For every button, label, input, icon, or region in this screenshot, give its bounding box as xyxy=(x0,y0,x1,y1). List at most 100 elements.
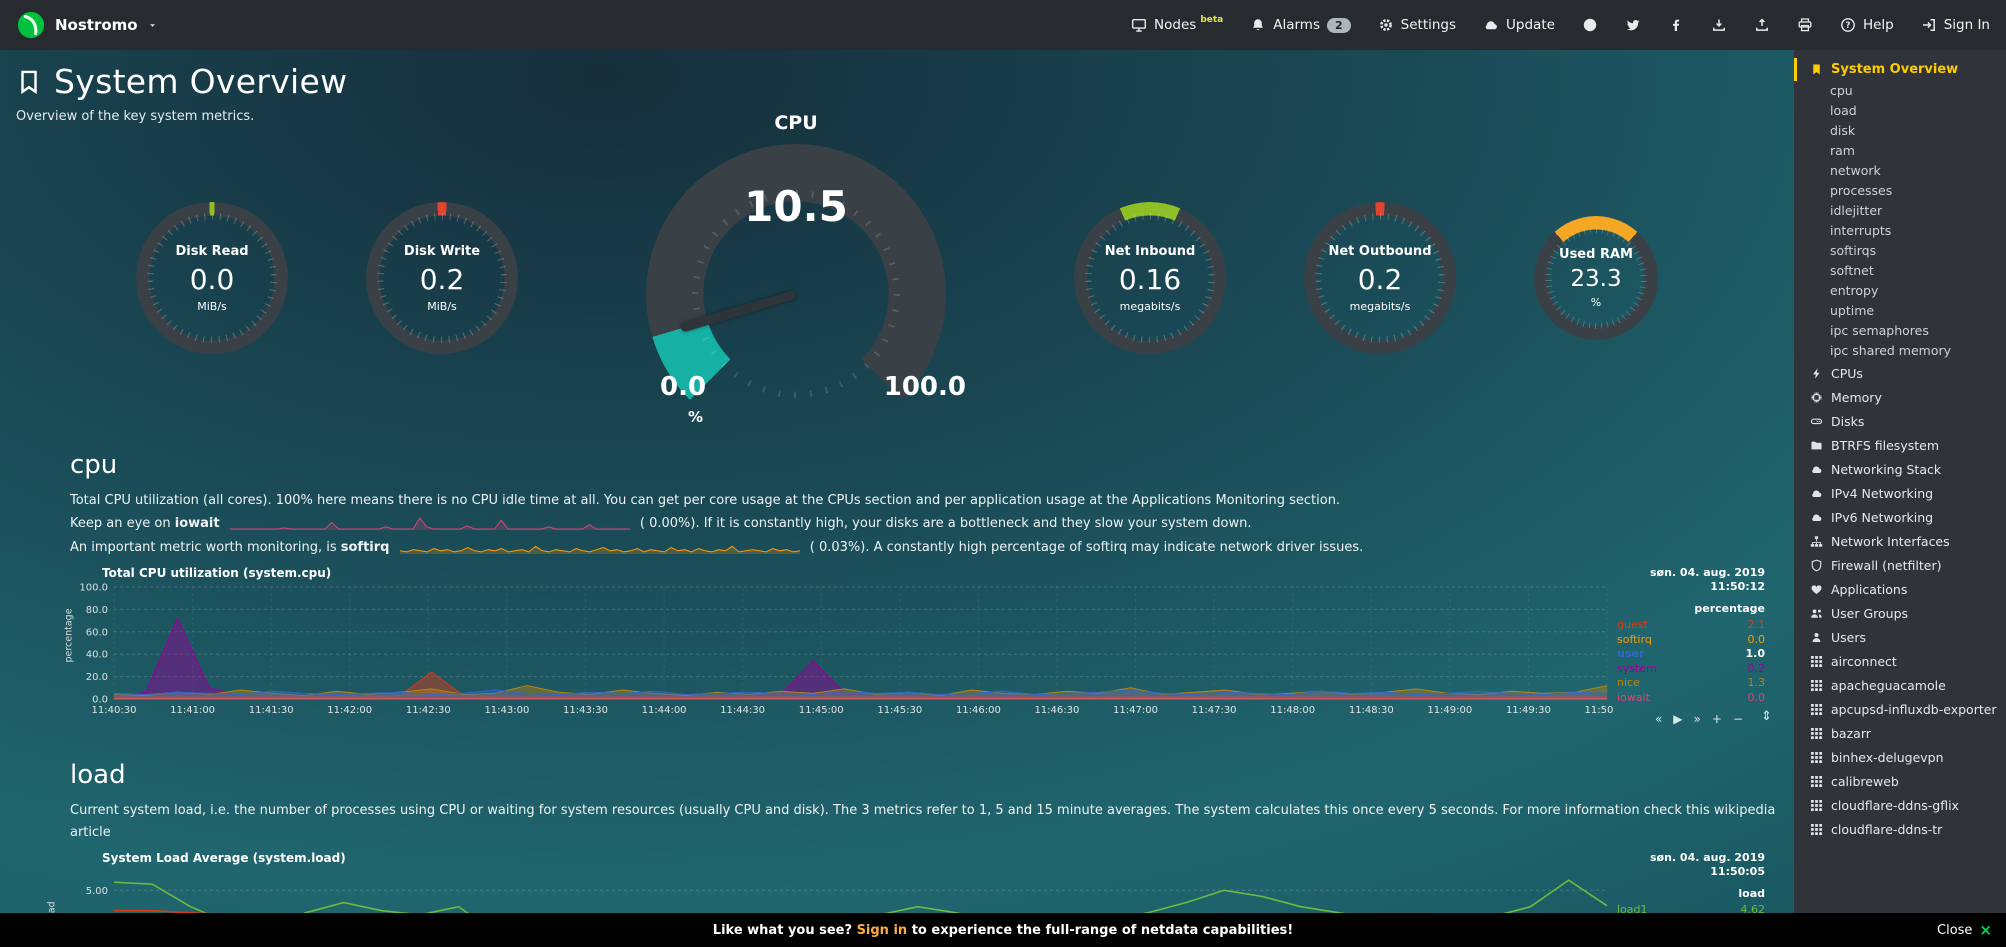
print-icon xyxy=(1797,17,1813,33)
cpu-gauge-max: 100.0 xyxy=(883,372,966,402)
nav-label: Nodes xyxy=(1154,17,1197,33)
brand-menu[interactable]: Nostromo xyxy=(16,10,158,40)
sidebar-item-system-overview[interactable]: System Overview xyxy=(1794,58,2006,81)
legend-entry[interactable]: nice 1.3 xyxy=(1617,676,1765,690)
banner-close-button[interactable]: Close × xyxy=(1937,921,1992,939)
legend-entry[interactable]: softirq 0.0 xyxy=(1617,632,1765,646)
zoom-in-button[interactable]: + xyxy=(1711,712,1722,727)
sidebar-subitem-softnet[interactable]: softnet xyxy=(1830,263,1874,278)
play-button[interactable]: ▶ xyxy=(1673,712,1683,727)
sidebar-subitem-network[interactable]: network xyxy=(1830,163,1881,178)
sidebar-subitem-idlejitter[interactable]: idlejitter xyxy=(1830,203,1883,218)
bookmark-fill-icon xyxy=(1810,63,1823,76)
sidebar-item-apacheguacamole[interactable]: apacheguacamole xyxy=(1794,673,2006,697)
iowait-sparkline[interactable] xyxy=(229,516,630,531)
sidebar-item-ipv6-networking[interactable]: IPv6 Networking xyxy=(1794,505,2006,529)
sidebar-item-cpus[interactable]: CPUs xyxy=(1794,361,2006,385)
chart-ylabel: percentage xyxy=(63,608,75,663)
gauge-ring xyxy=(1304,202,1456,354)
sidebar-item-btrfs-filesystem[interactable]: BTRFS filesystem xyxy=(1794,433,2006,457)
sidebar-item-ipv4-networking[interactable]: IPv4 Networking xyxy=(1794,481,2006,505)
gauge-used-ram[interactable]: Used RAM 23.3% xyxy=(1534,216,1658,340)
cpu-gauge-title: CPU xyxy=(774,112,818,134)
sidebar-item-bazarr[interactable]: bazarr xyxy=(1794,721,2006,745)
nav-twitter[interactable] xyxy=(1625,17,1641,33)
resize-handle[interactable]: ⇕ xyxy=(1761,709,1772,725)
svg-text:11:49:30: 11:49:30 xyxy=(1506,705,1551,716)
legend-entry[interactable]: system 0.2 xyxy=(1617,661,1765,675)
sidebar-subitem-softirqs[interactable]: softirqs xyxy=(1830,243,1877,258)
legend-entry[interactable]: iowait 0.0 xyxy=(1617,690,1765,704)
sidebar-subitem-ipc-semaphores[interactable]: ipc semaphores xyxy=(1830,323,1929,338)
svg-text:?: ? xyxy=(1845,21,1850,31)
sidebar-item-cloudflare-ddns-tr[interactable]: cloudflare-ddns-tr xyxy=(1794,817,2006,841)
pan-backward-button[interactable]: « xyxy=(1654,712,1663,727)
gauge-ring xyxy=(1534,216,1658,340)
sidebar-item-applications[interactable]: Applications xyxy=(1794,577,2006,601)
sidebar-subitem-ram[interactable]: ram xyxy=(1830,143,1855,158)
nav-facebook[interactable] xyxy=(1668,17,1684,33)
sidebar-item-firewall-netfilter[interactable]: Firewall (netfilter) xyxy=(1794,553,2006,577)
softirq-sparkline[interactable] xyxy=(399,540,800,555)
page-header: System Overview Overview of the key syst… xyxy=(0,50,1794,124)
sidebar-item-disks[interactable]: Disks xyxy=(1794,409,2006,433)
sidebar-subitem-cpu[interactable]: cpu xyxy=(1830,83,1853,98)
sidebar-subitem-processes[interactable]: processes xyxy=(1830,183,1893,198)
sidebar-item-users[interactable]: Users xyxy=(1794,625,2006,649)
cpu-chart[interactable]: Total CPU utilization (system.cpu) percen… xyxy=(54,566,1774,726)
sidebar-item-cloudflare-ddns-gflix[interactable]: cloudflare-ddns-gflix xyxy=(1794,793,2006,817)
gauge-net-outbound[interactable]: Net Outbound 0.2 megabits/s xyxy=(1304,202,1456,354)
nav-alarms[interactable]: Alarms 2 xyxy=(1250,17,1351,33)
gauge-ring xyxy=(366,202,518,354)
page-title: System Overview xyxy=(54,62,348,101)
monitor-icon xyxy=(1131,17,1147,33)
sidebar-item-calibreweb[interactable]: calibreweb xyxy=(1794,769,2006,793)
signin-link[interactable]: Sign in xyxy=(856,922,908,938)
legend-entry[interactable]: guest 2.1 xyxy=(1617,618,1765,632)
sidebar-item-binhex-delugevpn[interactable]: binhex-delugevpn xyxy=(1794,745,2006,769)
sidebar-item-label: binhex-delugevpn xyxy=(1831,749,1944,765)
cpu-gauge[interactable]: CPU 10.5 0.0 100.0 % xyxy=(596,112,996,444)
nav-sign-in[interactable]: Sign In xyxy=(1921,17,1990,33)
chart-plot[interactable]: 100.0 80.0 60.0 40.0 20.0 0.011:40:30 11:41:00… xyxy=(68,581,1613,723)
pan-forward-button[interactable]: » xyxy=(1693,712,1701,727)
sidebar-item-user-groups[interactable]: User Groups xyxy=(1794,601,2006,625)
nav-nodes[interactable]: Nodes beta xyxy=(1131,15,1223,33)
gauge-disk-read[interactable]: Disk Read 0.0 MiB/s xyxy=(136,202,288,354)
gauge-value: 0.16 xyxy=(1118,262,1182,296)
sidebar-item-label: Applications xyxy=(1831,581,1908,597)
sidebar-subitem-ipc-shared-memory[interactable]: ipc shared memory xyxy=(1830,343,1952,358)
grid-icon xyxy=(1810,727,1823,740)
gauge-net-inbound[interactable]: Net Inbound 0.16 megabits/s xyxy=(1074,202,1226,354)
nav-print[interactable] xyxy=(1797,17,1813,33)
chart-date: søn. 04. aug. 2019 xyxy=(1649,566,1765,580)
sidebar-subitem-disk[interactable]: disk xyxy=(1830,123,1856,138)
sidebar-subitem-load[interactable]: load xyxy=(1830,103,1857,118)
gauge-disk-write[interactable]: Disk Write 0.2 MiB/s xyxy=(366,202,518,354)
sidebar-item-airconnect[interactable]: airconnect xyxy=(1794,649,2006,673)
nav-settings[interactable]: Settings xyxy=(1378,17,1456,33)
nav-export-snapshot[interactable] xyxy=(1754,17,1770,33)
legend-entry[interactable]: user 1.0 xyxy=(1617,647,1765,661)
nav-github[interactable] xyxy=(1582,17,1598,33)
sidebar-item-memory[interactable]: Memory xyxy=(1794,385,2006,409)
gauge-label: Net Inbound xyxy=(1104,243,1196,259)
zoom-out-button[interactable]: − xyxy=(1732,712,1743,727)
sidebar-subitem-interrupts[interactable]: interrupts xyxy=(1830,223,1892,238)
signin-banner-message: Like what you see? Sign in to experience… xyxy=(712,922,1294,938)
chevron-down-icon xyxy=(147,20,158,31)
section-heading-cpu: cpu xyxy=(70,450,118,480)
sidebar-subitem-entropy[interactable]: entropy xyxy=(1830,283,1879,298)
sidebar-subitem-uptime[interactable]: uptime xyxy=(1830,303,1875,318)
help-icon: ? xyxy=(1840,17,1856,33)
nav-import-snapshot[interactable] xyxy=(1711,17,1727,33)
nav-update[interactable]: Update xyxy=(1483,17,1555,33)
gauge-unit: MiB/s xyxy=(427,299,457,313)
legend-entry[interactable]: load1 4.62 xyxy=(1617,903,1765,917)
sidebar-item-networking-stack[interactable]: Networking Stack xyxy=(1794,457,2006,481)
svg-text:11:41:00: 11:41:00 xyxy=(170,705,215,716)
nav-help[interactable]: ? Help xyxy=(1840,17,1894,33)
sidebar-item-apcupsd-influxdb-exporter[interactable]: apcupsd-influxdb-exporter xyxy=(1794,697,2006,721)
sidebar-item-network-interfaces[interactable]: Network Interfaces xyxy=(1794,529,2006,553)
svg-text:11:43:00: 11:43:00 xyxy=(484,705,529,716)
